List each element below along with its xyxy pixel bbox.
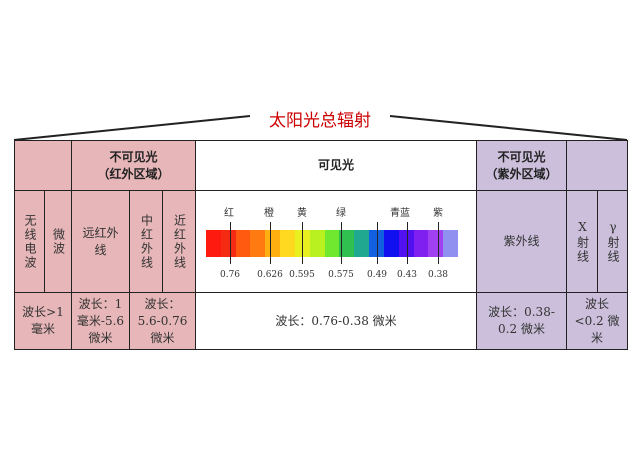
microwave: 微波 — [44, 190, 72, 293]
spectrum-segment — [280, 230, 296, 257]
tick-label: 0.575 — [328, 270, 354, 280]
color-label: 红 — [224, 208, 234, 219]
color-label: 紫 — [433, 208, 443, 219]
visible-header: 可见光 — [195, 140, 477, 191]
near-infrared: 近红外线 — [162, 190, 196, 293]
radio-wavelength: 波长>1毫米 — [14, 292, 72, 350]
spectrum-segment — [443, 230, 459, 257]
ultraviolet-header: 不可见光 （紫外区域） — [476, 140, 567, 191]
tick-line — [438, 222, 439, 264]
tick-label: 0.595 — [289, 270, 315, 280]
uv-wavelength: 波长：0.38-0.2 微米 — [476, 292, 567, 350]
tick-line — [341, 222, 342, 264]
diagram-title: 太阳光总辐射 — [269, 111, 371, 131]
spectrum-segment — [428, 230, 444, 257]
xg-wavelength: 波长<0.2 微米 — [566, 292, 628, 350]
spectrum-segment — [220, 230, 237, 257]
tick-line — [407, 222, 408, 264]
ultraviolet: 紫外线 — [476, 190, 567, 293]
tick-label: 0.38 — [427, 270, 449, 280]
visible-wavelength: 波长：0.76-0.38 微米 — [195, 292, 477, 350]
mid-infrared: 中红外线 — [129, 190, 163, 293]
color-label: 橙 — [264, 208, 274, 219]
tick-label: 0.49 — [366, 270, 388, 280]
gamma-ray: γ射线 — [597, 190, 628, 293]
spectrum-segment — [324, 230, 340, 257]
spectrum-segment — [383, 230, 400, 257]
empty-header-cell-right — [566, 140, 628, 191]
color-label: 黄 — [297, 208, 307, 219]
spectrum-segment — [250, 230, 266, 257]
far-infrared: 远红外线 — [71, 190, 130, 293]
radio-wave: 无线电波 — [14, 190, 45, 293]
midnear-wavelength: 波长：5.6-0.76微米 — [129, 292, 196, 350]
x-ray: X射线 — [566, 190, 598, 293]
spectrum-segment — [206, 230, 222, 257]
far-wavelength: 波长：1毫米-5.6微米 — [71, 292, 130, 350]
tick-line — [377, 222, 378, 264]
tick-label: 0.76 — [219, 270, 241, 280]
color-label: 绿 — [336, 208, 346, 219]
spectrum-segment — [398, 230, 415, 257]
color-label: 青蓝 — [390, 208, 410, 219]
spectrum-segment — [235, 230, 251, 257]
empty-header-cell — [14, 140, 72, 191]
spectrum-segment — [369, 230, 385, 257]
tick-line — [230, 222, 231, 264]
tick-label: 0.626 — [257, 270, 283, 280]
tick-line — [302, 222, 303, 264]
infrared-header: 不可见光 （红外区域） — [71, 140, 196, 191]
spectrum-segment — [309, 230, 326, 257]
tick-line — [270, 222, 271, 264]
tick-label: 0.43 — [396, 270, 418, 280]
spectrum-segment — [339, 230, 355, 257]
spectrum-segment — [265, 230, 281, 257]
spectrum-segment — [413, 230, 429, 257]
spectrum-segment — [354, 230, 370, 257]
